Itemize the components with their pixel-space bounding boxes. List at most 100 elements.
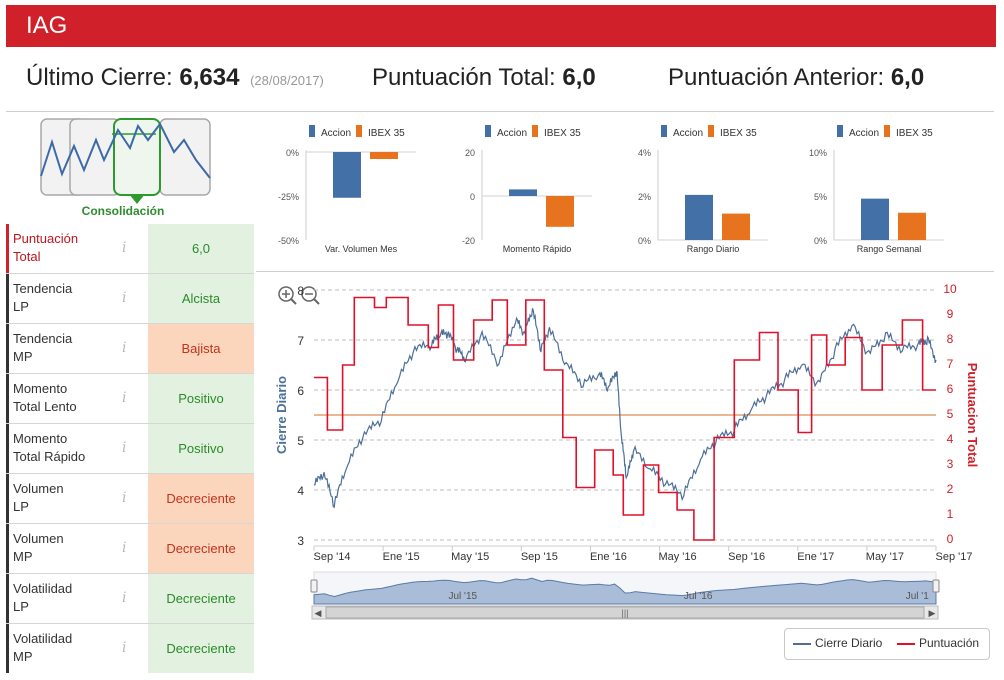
- scroll-left-icon[interactable]: ◀: [315, 608, 322, 618]
- info-icon[interactable]: i: [122, 390, 127, 406]
- scrollbar[interactable]: ◀ ▶ |||: [311, 605, 939, 620]
- y-tick-label: 10%: [809, 148, 827, 158]
- indicator-name: Volumen MP: [6, 524, 142, 573]
- info-icon[interactable]: i: [122, 240, 127, 256]
- indicator-name: Tendencia MP: [6, 324, 142, 373]
- row-divider: [6, 623, 254, 624]
- legend-accion-swatch: [309, 125, 315, 137]
- indicator-value: Alcista: [148, 274, 254, 323]
- indicator-name-line2: LP: [13, 499, 29, 514]
- indicator-value: Decreciente: [148, 524, 254, 573]
- zoom-in-icon[interactable]: [278, 286, 297, 305]
- x-tick-label: May '16: [658, 551, 696, 563]
- bar-ibex: [546, 196, 574, 227]
- bar-ibex: [898, 212, 926, 240]
- indicator-row: Volumen MP i Decreciente: [6, 524, 254, 574]
- legend-price[interactable]: Cierre Diario: [815, 636, 883, 650]
- bar-chart-3: Accion IBEX 35 4% 2% 0% Rango Diario: [638, 125, 768, 254]
- indicator-name: Volatilidad LP: [6, 574, 142, 623]
- indicator-name-line2: MP: [13, 349, 33, 364]
- row-divider: [6, 573, 254, 574]
- indicator-value: Decreciente: [148, 474, 254, 523]
- indicator-name: Momento Total Lento: [6, 374, 142, 423]
- info-icon[interactable]: i: [122, 340, 127, 356]
- legend-ibex: IBEX 35: [544, 128, 581, 139]
- info-icon[interactable]: i: [122, 490, 127, 506]
- indicator-name: Tendencia LP: [6, 274, 142, 323]
- y-right-tick: 9: [947, 307, 954, 321]
- x-tick-label: May '17: [866, 551, 904, 563]
- bar-ibex: [722, 213, 750, 240]
- y-right-tick: 0: [947, 532, 954, 546]
- bar-chart-title: Rango Diario: [687, 244, 740, 254]
- x-tick-label: Ene '15: [383, 551, 420, 563]
- indicator-row: Volatilidad MP i Decreciente: [6, 624, 254, 674]
- y-left-tick: 4: [297, 484, 304, 498]
- y-right-tick: 1: [947, 507, 954, 521]
- bar-accion: [861, 198, 889, 240]
- navigator-label: Jul '16: [684, 591, 713, 602]
- y-tick-label: 5%: [814, 192, 827, 202]
- indicator-name-line2: Total: [13, 249, 41, 264]
- legend-accion: Accion: [497, 128, 527, 139]
- scroll-right-icon[interactable]: ▶: [929, 608, 936, 618]
- row-divider: [6, 473, 254, 474]
- indicator-name-line1: Volumen: [13, 531, 64, 546]
- phase-label: Consolidación: [81, 204, 165, 218]
- info-icon[interactable]: i: [122, 640, 127, 656]
- divider-middle: [256, 271, 994, 272]
- zoom-out-icon[interactable]: [301, 286, 320, 305]
- page-title: IAG: [26, 12, 68, 39]
- scrollbar-thumb[interactable]: [325, 606, 925, 619]
- y-tick-label: 20: [465, 148, 475, 158]
- row-divider: [6, 273, 254, 274]
- row-divider: [6, 373, 254, 374]
- y-tick-label: 4%: [638, 148, 651, 158]
- y-tick-label: 2%: [638, 192, 651, 202]
- legend-ibex-swatch: [532, 125, 538, 137]
- y-tick-label: 0%: [286, 148, 299, 158]
- y-tick-label: -25%: [278, 192, 299, 202]
- indicator-value: 6,0: [148, 224, 254, 273]
- navigator-series: [313, 577, 937, 605]
- indicator-value: Decreciente: [148, 574, 254, 623]
- indicator-name-line2: MP: [13, 549, 33, 564]
- bar-chart-title: Var. Volumen Mes: [325, 244, 398, 254]
- legend-accion: Accion: [321, 128, 351, 139]
- bar-chart-4: Accion IBEX 35 10% 5% 0% Rango Semanal: [809, 125, 944, 254]
- legend-accion-swatch: [661, 125, 667, 137]
- y-tick-label: 0%: [814, 236, 827, 246]
- navigator-handle-right[interactable]: [932, 579, 940, 593]
- indicator-name-line1: Volumen: [13, 481, 64, 496]
- legend-ibex-swatch: [708, 125, 714, 137]
- indicator-name: Momento Total Rápido: [6, 424, 142, 473]
- indicator-value: Positivo: [148, 374, 254, 423]
- range-navigator[interactable]: Jul '15 Jul '16 Jul '1: [310, 571, 940, 605]
- indicator-value: Positivo: [148, 424, 254, 473]
- info-icon[interactable]: i: [122, 540, 127, 556]
- legend-score[interactable]: Puntuación: [919, 636, 980, 650]
- indicator-name-line1: Momento: [13, 431, 68, 446]
- phase-cycle-icon: [40, 118, 211, 204]
- indicator-row: Puntuación Total i 6,0: [6, 224, 254, 274]
- bar-accion: [333, 152, 361, 198]
- legend-ibex: IBEX 35: [368, 128, 405, 139]
- indicator-name-line1: Momento: [13, 381, 68, 396]
- navigator-handle-left[interactable]: [310, 579, 318, 593]
- y-right-tick: 6: [947, 382, 954, 396]
- info-icon[interactable]: i: [122, 440, 127, 456]
- indicator-name: Puntuación Total: [6, 224, 142, 273]
- y-left-tick: 6: [297, 384, 304, 398]
- indicator-name-line1: Volatilidad: [13, 631, 73, 646]
- bar-chart-title: Momento Rápido: [503, 244, 572, 254]
- y-tick-label: -50%: [278, 236, 299, 246]
- info-icon[interactable]: i: [122, 590, 127, 606]
- y-right-tick: 4: [947, 432, 954, 446]
- x-tick-label: Sep '15: [521, 551, 558, 563]
- indicator-name-line1: Tendencia: [13, 281, 73, 296]
- indicator-row: Tendencia MP i Bajista: [6, 324, 254, 374]
- legend-accion-swatch: [485, 125, 491, 137]
- row-divider: [6, 423, 254, 424]
- info-icon[interactable]: i: [122, 290, 127, 306]
